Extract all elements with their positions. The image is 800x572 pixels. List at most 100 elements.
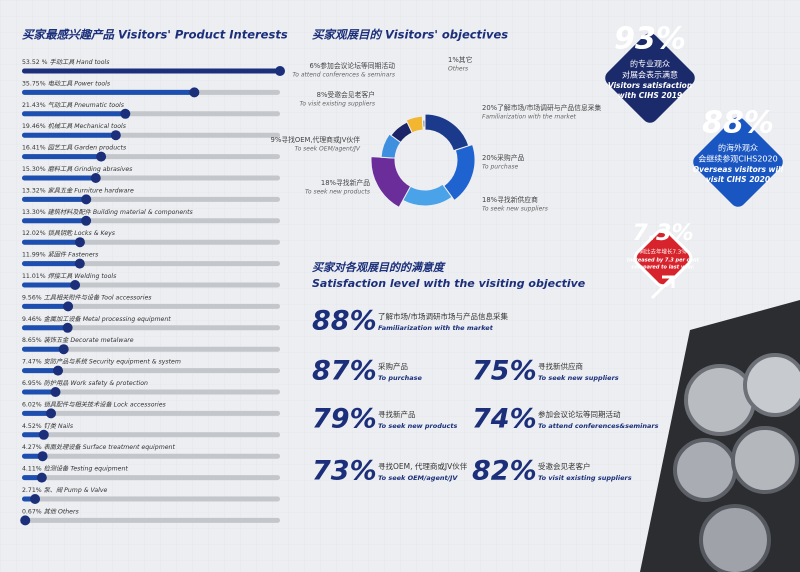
bar-end — [81, 194, 92, 205]
bar — [22, 132, 116, 138]
satisfaction-cn: 寻找OEM, 代理商或JV伙伴 — [378, 461, 468, 471]
donut-label: 20%了解市场/市场调研与产品信息采集 — [482, 103, 602, 112]
satisfaction-en: To seek OEM/agent/JV — [378, 474, 458, 482]
satisfaction-value: 74% — [472, 404, 537, 435]
bar-label: 15.30% 磨料工具 Grinding abrasives — [22, 165, 133, 173]
bar-track — [22, 239, 280, 245]
bar — [22, 282, 76, 288]
value-label: 8% — [317, 91, 328, 99]
badge-shape — [633, 228, 693, 288]
bar-end — [37, 451, 48, 462]
bar — [22, 368, 59, 374]
category-label: 表面处理设备 Surface treatment equipment — [44, 443, 176, 451]
bar-label: 21.43% 气动工具 Pneumatic tools — [22, 101, 125, 109]
category-label: 防护用品 Work safety & protection — [44, 379, 148, 387]
donut-label: 8%受邀会见老客户 — [317, 90, 375, 99]
category-label: 寻找新产品 — [336, 178, 370, 187]
category-label: 磨料工具 Grinding abrasives — [48, 165, 134, 173]
bar-label: 6.95% 防护用品 Work safety & protection — [22, 379, 148, 387]
bar-track — [22, 325, 280, 331]
category-label: 装饰五金 Decorate metalware — [44, 336, 134, 344]
bar-end — [70, 280, 81, 290]
value-label: 1% — [448, 56, 459, 64]
category-label: 气动工具 Pneumatic tools — [48, 101, 125, 109]
value-label: 16.41% — [22, 145, 46, 152]
satisfaction-value: 75% — [472, 356, 537, 387]
category-label: 锁具钥匙 Locks & Keys — [48, 229, 116, 237]
value-label: 6% — [309, 62, 320, 70]
satisfaction-value: 88% — [312, 306, 377, 337]
bar-end — [38, 429, 49, 440]
category-label: 参加会议论坛等同期活动 — [320, 61, 395, 70]
bar-label: 19.46% 机械工具 Mechanical tools — [22, 122, 127, 130]
bar-label: 0.67% 其他 Others — [22, 507, 80, 515]
category-label: 泵、阀 Pump & Valve — [44, 486, 108, 494]
category-label: 钉类 Nails — [44, 422, 74, 430]
badge-shape — [693, 117, 783, 207]
bar-track — [22, 453, 280, 459]
category-label: 机械工具 Mechanical tools — [48, 122, 127, 130]
value-label: 12.02% — [22, 230, 46, 237]
bar-track — [22, 346, 280, 352]
badge-cn: 对展会表示满意 — [622, 70, 678, 80]
badge-en: with CIHS 2019 — [618, 91, 683, 100]
satisfaction-value: 79% — [312, 404, 377, 435]
bar-label: 9.56% 工具相关附件与设备 Tool accessories — [22, 293, 152, 301]
bar-track — [22, 282, 280, 288]
bar-label: 4.27% 表面处理设备 Surface treatment equipment — [22, 443, 175, 451]
value-label: 13.30% — [22, 209, 46, 216]
value-label: 19.46% — [22, 123, 46, 130]
bar-track — [22, 261, 280, 267]
category-label: 园艺工具 Garden products — [48, 144, 127, 152]
category-label: 寻找OEM,代理商或JV伙伴 — [281, 135, 360, 144]
bar-title: 买家最感兴趣产品 Visitors' Product Interests — [22, 28, 288, 42]
value-label: 2.71% — [22, 487, 42, 494]
bar-label: 16.41% 园艺工具 Garden products — [22, 144, 127, 152]
badge-en: compared to last year. — [631, 265, 694, 271]
category-label: 了解市场/市场调研与产品信息采集 — [497, 103, 601, 112]
value-label: 35.75% — [22, 80, 46, 87]
tools-photo — [640, 300, 800, 572]
satisfaction-cn: 参加会议论坛等同期活动 — [538, 409, 621, 419]
satisfaction-subtitle: Satisfaction level with the visiting obj… — [312, 277, 586, 290]
bar-label: 6.02% 锁具配件与相关技术设备 Lock accessories — [22, 400, 167, 408]
bar-label: 35.75% 电动工具 Power tools — [22, 79, 111, 87]
badge-en: Increased by 7.3 per cent — [627, 258, 700, 264]
bar-label: 11.99% 紧固件 Fasteners — [22, 251, 99, 259]
category-label-en: Familiarization with the market — [482, 114, 577, 121]
bar-label: 11.01% 焊接工具 Welding tools — [22, 272, 117, 280]
category-label: 电动工具 Power tools — [48, 79, 111, 87]
bar — [22, 239, 80, 245]
value-label: 9.46% — [22, 316, 42, 323]
bar-label: 9.46% 金属加工设备 Metal processing equipment — [22, 315, 171, 323]
bar-end — [110, 130, 121, 141]
bar-track — [22, 389, 280, 395]
bar-track — [22, 475, 280, 481]
bar — [22, 453, 43, 459]
donut-segment — [370, 156, 412, 209]
bar-label: 13.30% 建筑材料及配件 Building material & compo… — [22, 208, 193, 216]
bar-end — [90, 173, 101, 183]
satisfaction-cn: 寻找新供应商 — [538, 361, 583, 371]
category-label: 采购产品 — [497, 153, 524, 162]
badge-cn: 同比去年增长7.3% — [640, 248, 687, 256]
bar-track — [22, 410, 280, 416]
category-label: 金属加工设备 Metal processing equipment — [44, 315, 172, 323]
category-label: 工具相关附件与设备 Tool accessories — [44, 293, 153, 301]
value-label: 53.52 % — [22, 59, 48, 66]
satisfaction-en: To attend conferences&seminars — [538, 422, 659, 430]
category-label-en: To attend conferences & seminars — [292, 72, 395, 79]
bar-end — [36, 472, 47, 483]
value-label: 11.01% — [22, 273, 46, 280]
bar-end — [81, 215, 92, 226]
badge-en: Visitors satisfaction — [608, 81, 692, 90]
bar — [22, 410, 52, 416]
bar-end — [120, 108, 131, 119]
bar-label: 12.02% 锁具钥匙 Locks & Keys — [22, 229, 116, 237]
satisfaction-en: To purchase — [378, 374, 423, 382]
bar-label: 4.52% 钉类 Nails — [22, 422, 74, 430]
donut-label: 9%寻找OEM,代理商或JV伙伴 — [271, 135, 361, 144]
satisfaction-cn: 了解市场/市场调研市场与产品信息采集 — [378, 311, 509, 321]
value-label: 4.52% — [22, 423, 42, 430]
category-label: 紧固件 Fasteners — [48, 251, 100, 259]
